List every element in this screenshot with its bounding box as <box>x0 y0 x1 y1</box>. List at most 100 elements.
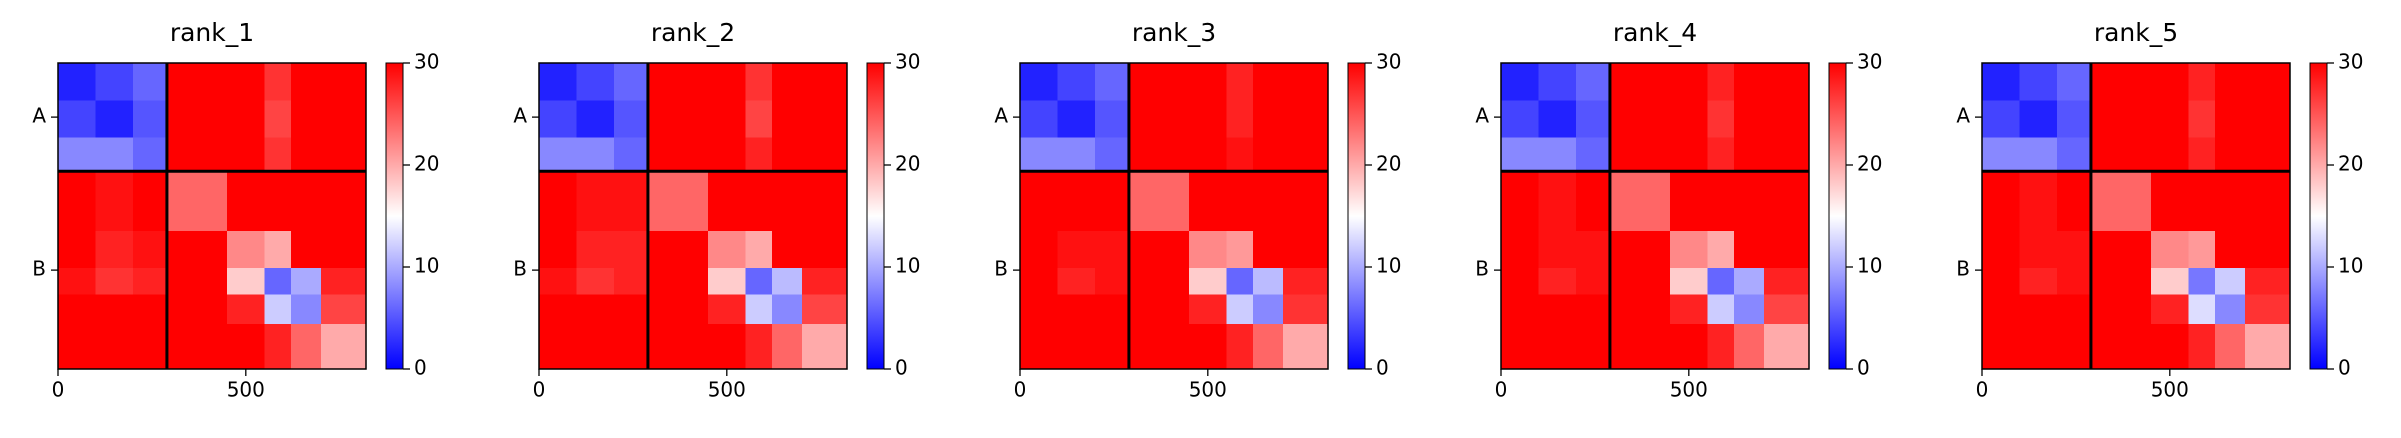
heatmap-cell <box>1501 63 1540 101</box>
heatmap-cell <box>1670 137 1709 172</box>
heatmap-cell <box>1020 63 1059 101</box>
heatmap-cell <box>166 100 228 139</box>
colorbar <box>866 62 885 370</box>
heatmap-cell <box>227 171 266 232</box>
heatmap-cell <box>264 230 292 269</box>
heatmap-cell <box>2188 324 2216 370</box>
heatmap-cell <box>1733 171 1765 232</box>
heatmap-cell <box>1095 268 1130 295</box>
heatmap-cell <box>1538 63 1577 101</box>
heatmap-cell <box>290 324 322 370</box>
y-tick-label: B <box>994 257 1008 281</box>
heatmap-cell <box>1670 268 1709 295</box>
heatmap-cell <box>2057 294 2092 325</box>
heatmap-cell <box>2188 294 2216 325</box>
heatmap-cell <box>614 100 649 139</box>
heatmap-cell <box>1576 294 1611 325</box>
heatmap-cell <box>2057 171 2092 232</box>
heatmap-cell <box>290 230 322 269</box>
heatmap-cell <box>1733 63 1765 101</box>
heatmap-cell <box>771 171 803 232</box>
heatmap-cell <box>1252 324 1284 370</box>
x-tick-label: 500 <box>1670 378 1708 402</box>
plot-frame <box>1500 62 1810 370</box>
heatmap-cell <box>290 268 322 295</box>
heatmap-cell <box>1982 137 2021 172</box>
heatmap-cell <box>801 230 848 269</box>
colorbar-tick-label: 20 <box>414 152 439 176</box>
heatmap-cell <box>1982 324 2021 370</box>
heatmap-cell <box>264 268 292 295</box>
heatmap-cell <box>264 324 292 370</box>
heatmap-cell <box>771 230 803 269</box>
heatmap-cell <box>1252 294 1284 325</box>
heatmap-cell <box>1707 268 1735 295</box>
heatmap-cell <box>1609 63 1671 101</box>
heatmap-cell <box>1252 63 1284 101</box>
heatmap-cell <box>1057 268 1096 295</box>
colorbar-tick-label: 30 <box>1857 50 1882 74</box>
heatmap-cell <box>1020 324 1059 370</box>
heatmap-cell <box>1282 268 1329 295</box>
heatmap-cell <box>1020 171 1059 232</box>
heatmap-cell <box>2090 137 2152 172</box>
y-tick-label: A <box>994 104 1008 128</box>
heatmap-cell <box>2019 230 2058 269</box>
colorbar <box>2309 62 2328 370</box>
heatmap-cell <box>320 230 367 269</box>
heatmap-cell <box>614 171 649 232</box>
heatmap-cell <box>1707 100 1735 139</box>
heatmap-cell <box>1576 171 1611 232</box>
heatmap-cell <box>801 137 848 172</box>
x-tick-label: 500 <box>708 378 746 402</box>
panel-title: rank_4 <box>1613 18 1697 47</box>
heatmap-cell <box>320 63 367 101</box>
heatmap-cell <box>1226 100 1254 139</box>
heatmap-cell <box>133 100 168 139</box>
colorbar-tick-label: 10 <box>1376 254 1401 278</box>
heatmap-cell <box>1128 171 1190 232</box>
heatmap-cell <box>1057 137 1096 172</box>
heatmap-cell <box>320 137 367 172</box>
heatmap-cell <box>1282 137 1329 172</box>
heatmap-cell <box>1763 294 1810 325</box>
heatmap-cell <box>58 63 97 101</box>
heatmap-cell <box>2244 100 2291 139</box>
heatmap-cell <box>1733 100 1765 139</box>
heatmap-cell <box>1733 268 1765 295</box>
heatmap-cell <box>708 324 747 370</box>
y-tick-label: A <box>32 104 46 128</box>
heatmap-cell <box>1982 171 2021 232</box>
x-tick-label: 0 <box>52 378 65 402</box>
heatmap-cell <box>1282 63 1329 101</box>
heatmap-cell <box>1095 294 1130 325</box>
heatmap-cell <box>647 294 709 325</box>
heatmap-cell <box>2214 324 2246 370</box>
heatmap-cell <box>539 268 578 295</box>
heatmap-cell <box>1252 171 1284 232</box>
heatmap-cell <box>166 137 228 172</box>
heatmap-cell <box>2244 137 2291 172</box>
heatmap-cell <box>1576 324 1611 370</box>
heatmap-cell <box>745 171 773 232</box>
heatmap-cell <box>1189 100 1228 139</box>
heatmap-cell <box>771 268 803 295</box>
heatmap-cell <box>1707 324 1735 370</box>
heatmap-cell <box>2019 294 2058 325</box>
heatmap-cell <box>1128 100 1190 139</box>
heatmap-cell <box>745 137 773 172</box>
y-tick-label: A <box>1475 104 1489 128</box>
heatmap-cell <box>1189 137 1228 172</box>
heatmap-cell <box>2057 324 2092 370</box>
colorbar-tick-label: 0 <box>1857 356 1870 380</box>
heatmap-cell <box>227 63 266 101</box>
heatmap-cell <box>1670 230 1709 269</box>
heatmap-cell <box>1057 230 1096 269</box>
heatmap-cell <box>1763 230 1810 269</box>
heatmap-cell <box>95 63 134 101</box>
heatmap-cell <box>1501 171 1540 232</box>
heatmap-cell <box>1189 63 1228 101</box>
heatmap-cell <box>2057 268 2092 295</box>
heatmap-cell <box>2214 230 2246 269</box>
heatmap-cell <box>745 294 773 325</box>
